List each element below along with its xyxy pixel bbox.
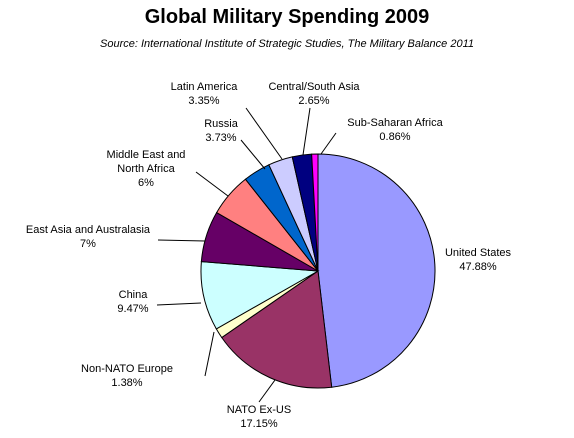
leader-line	[302, 107, 311, 156]
slice-label: East Asia and Australasia 7%	[26, 224, 151, 250]
slice-label: NATO Ex-US 17.15%	[227, 404, 291, 430]
leader-line	[320, 132, 337, 155]
leader-line	[204, 331, 215, 377]
leader-lines	[156, 107, 337, 403]
slice-label: Latin America 3.35%	[171, 81, 239, 107]
chart-title: Global Military Spending 2009	[144, 6, 430, 28]
slice-label: Russia 3.73%	[204, 118, 239, 144]
pie-slice	[317, 153, 436, 388]
leader-line	[240, 139, 266, 170]
slice-label: Sub-Saharan Africa 0.86%	[347, 117, 443, 143]
pie-slice	[221, 270, 333, 389]
leader-line	[156, 302, 202, 306]
chart-subtitle: Source: International Institute of Strat…	[100, 38, 474, 50]
leader-line	[195, 171, 229, 197]
leader-line	[245, 107, 283, 160]
slice-label: Non-NATO Europe 1.38%	[81, 363, 173, 389]
slice-label: Middle East and North Africa 6%	[107, 149, 186, 189]
slice-label: United States 47.88%	[445, 247, 512, 273]
leader-line	[258, 379, 276, 403]
leader-line	[157, 239, 206, 242]
pie-slices	[200, 153, 436, 389]
pie-slice	[311, 153, 319, 272]
slice-label: China 9.47%	[117, 289, 148, 315]
slice-labels: United States 47.88% NATO Ex-US 17.15% Non-N…	[26, 81, 512, 430]
slice-label: Central/South Asia 2.65%	[268, 81, 360, 107]
